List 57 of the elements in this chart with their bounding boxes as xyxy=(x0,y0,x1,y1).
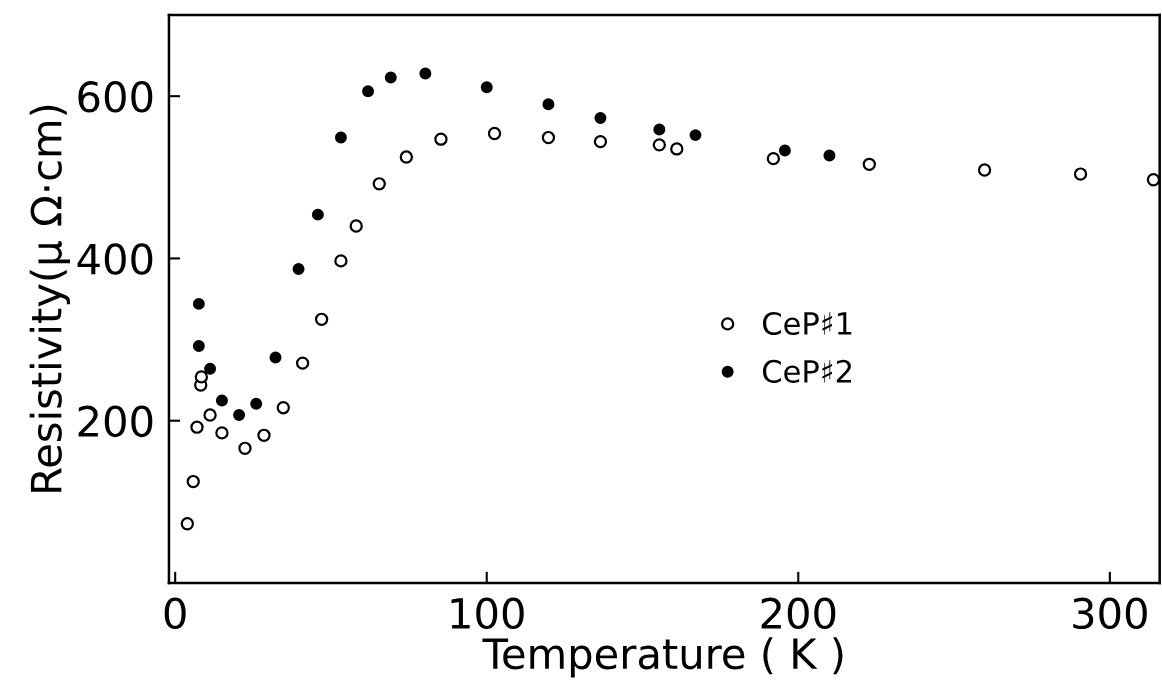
x-tick-label: 200 xyxy=(761,597,836,630)
y-tick-label: 600 xyxy=(78,81,153,113)
x-tick-label: 100 xyxy=(451,597,524,630)
point xyxy=(670,142,684,156)
point xyxy=(542,98,555,111)
y-tick-label: 200 xyxy=(78,405,153,438)
point xyxy=(977,163,992,177)
point xyxy=(180,517,194,531)
point xyxy=(862,157,876,171)
point xyxy=(257,428,271,442)
point xyxy=(594,112,607,125)
legend-label: CeP♯2 xyxy=(762,359,851,383)
point xyxy=(384,71,397,84)
point xyxy=(1073,167,1088,181)
point xyxy=(292,263,305,275)
point xyxy=(1146,173,1160,187)
point xyxy=(823,149,836,162)
point xyxy=(372,177,386,191)
point xyxy=(190,420,204,434)
point xyxy=(269,351,282,364)
point xyxy=(480,81,493,94)
legend-label: CeP♯1 xyxy=(762,311,852,336)
point xyxy=(334,131,347,144)
point xyxy=(541,130,556,145)
point xyxy=(233,409,246,421)
point xyxy=(186,474,200,489)
point xyxy=(399,150,414,164)
point xyxy=(362,85,374,98)
point xyxy=(192,340,205,353)
point xyxy=(766,151,781,166)
point xyxy=(204,362,217,375)
point xyxy=(593,134,608,149)
point xyxy=(419,67,432,80)
point xyxy=(434,132,448,146)
x-tick-label: 300 xyxy=(1073,597,1147,630)
point xyxy=(238,441,252,455)
point xyxy=(194,370,209,384)
x-tick-label: 0 xyxy=(164,597,186,630)
y-axis-title: Resistivity(μ Ω·cm) xyxy=(29,105,70,492)
y-tick-label: 400 xyxy=(77,243,153,275)
point xyxy=(314,312,329,326)
x-axis-title: Temperature ( K ) xyxy=(482,637,843,678)
point xyxy=(215,394,228,407)
point xyxy=(653,123,666,136)
point xyxy=(250,397,263,410)
point xyxy=(778,144,791,157)
point xyxy=(203,408,217,422)
point xyxy=(652,138,666,152)
point xyxy=(334,254,348,268)
point xyxy=(295,356,310,370)
point xyxy=(215,426,229,440)
point xyxy=(487,126,502,141)
point xyxy=(311,208,324,221)
point xyxy=(689,129,702,142)
point xyxy=(349,219,363,233)
point xyxy=(192,297,205,310)
point xyxy=(276,401,290,415)
